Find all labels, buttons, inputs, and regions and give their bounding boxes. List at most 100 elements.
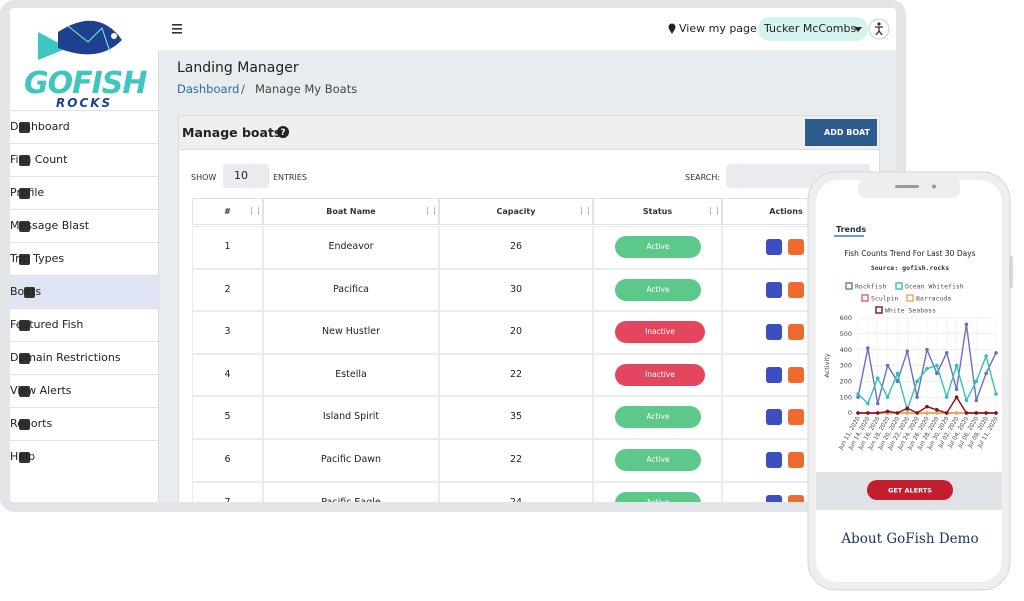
delete-button[interactable] — [788, 324, 804, 341]
series-point — [984, 354, 988, 358]
menu-item[interactable]: Help — [10, 440, 158, 473]
table-text: Island Spirit — [322, 411, 380, 423]
table-text: 7 — [192, 497, 263, 502]
column-header: Actions — [769, 207, 803, 216]
y-tick-label: 600 — [840, 314, 852, 322]
table-cell — [192, 268, 263, 312]
accessibility-icon[interactable] — [868, 18, 890, 40]
edit-button[interactable] — [766, 281, 782, 298]
menu-item[interactable]: Trip Types — [10, 242, 158, 275]
series-point — [856, 411, 860, 415]
menu-item[interactable]: View Alerts — [10, 374, 158, 407]
series-point — [984, 411, 988, 415]
series-point — [925, 411, 929, 415]
series-point — [905, 349, 910, 354]
breadcrumb-current: Manage My Boats — [255, 82, 358, 96]
delete-button[interactable] — [788, 366, 804, 383]
sort-icon — [427, 207, 435, 215]
user-menu[interactable]: Tucker McCombs — [758, 17, 868, 41]
edit-button[interactable] — [766, 324, 782, 341]
page-size-select[interactable]: 10 — [223, 164, 269, 188]
status-badge: Active — [615, 278, 701, 301]
menu-icon — [19, 452, 30, 463]
delete-button[interactable] — [788, 281, 804, 298]
table-cell — [263, 439, 439, 482]
chart-subtitle: Source: gofish.rocks — [871, 264, 949, 272]
delete-button[interactable] — [788, 494, 804, 502]
table-text: Pacific Dawn — [320, 454, 382, 465]
table-text: 24 — [439, 497, 593, 502]
series-point — [915, 411, 919, 415]
speaker — [895, 185, 919, 188]
screen-layer: GOFISH ROCKS View my page Tucker McCombs… — [10, 8, 896, 502]
table-cell — [439, 481, 593, 502]
series-point — [915, 395, 919, 399]
menu-label: Dashboard — [10, 120, 70, 133]
series-point — [954, 395, 959, 399]
series-point — [885, 409, 890, 414]
series-point — [954, 387, 959, 392]
menu-item[interactable]: Message Blast — [10, 209, 158, 242]
legend-swatch — [845, 282, 853, 290]
delete-button[interactable] — [788, 409, 804, 426]
edit-button[interactable] — [766, 452, 782, 468]
pin-icon — [668, 23, 676, 34]
edit-button[interactable] — [766, 239, 782, 255]
table-text: 1 — [224, 241, 231, 252]
help-icon[interactable]: ? — [277, 126, 289, 138]
add-boat-button[interactable]: ADD BOAT — [805, 119, 877, 146]
legend-swatch — [861, 294, 869, 302]
series-point — [935, 408, 939, 412]
hamburger-icon[interactable] — [172, 24, 184, 34]
delete-button[interactable] — [788, 239, 804, 255]
table-cell — [439, 353, 593, 397]
table-text: Endeavor — [328, 241, 374, 252]
menu-label: Help — [10, 450, 36, 463]
menu-icon — [19, 419, 30, 430]
table-text: 22 — [509, 454, 523, 465]
edit-button[interactable] — [766, 494, 782, 502]
menu-item[interactable]: Domain Restrictions — [10, 341, 158, 374]
menu-item[interactable]: Dashboard — [10, 110, 158, 143]
series-point — [944, 395, 949, 399]
view-my-page[interactable]: View my page — [679, 22, 757, 35]
table-text: 20 — [509, 326, 523, 338]
menu-label: Fish Count — [10, 153, 68, 166]
series-point — [994, 351, 998, 355]
trends-tab[interactable]: Trends — [836, 225, 866, 234]
y-tick-label: 200 — [840, 378, 852, 386]
status-badge: Inactive — [615, 363, 705, 386]
sort-icon — [581, 207, 589, 215]
menu-item[interactable]: Reports — [10, 407, 158, 440]
show-label: SHOW — [191, 173, 217, 182]
series-point — [925, 347, 929, 352]
menu-label: Reports — [10, 417, 53, 430]
table-cell — [439, 311, 593, 354]
edit-button[interactable] — [766, 366, 782, 383]
table-cell — [263, 353, 439, 397]
status-badge: Active — [615, 449, 701, 471]
menu-item[interactable]: Fish Count — [10, 143, 158, 176]
table-text: 35 — [509, 411, 523, 423]
menu-label: Message Blast — [10, 219, 90, 232]
breadcrumb-link[interactable]: Dashboard — [177, 82, 240, 96]
menu-item[interactable]: Boats — [10, 275, 158, 308]
column-header: Status — [642, 207, 673, 216]
table-text: 22 — [509, 368, 523, 380]
delete-button[interactable] — [788, 452, 804, 468]
legend-swatch — [895, 282, 903, 290]
table-cell — [439, 439, 593, 482]
menu-label: View Alerts — [10, 384, 72, 397]
y-tick-label: 0 — [848, 409, 852, 417]
search-label: SEARCH: — [685, 173, 721, 182]
menu-item[interactable]: Profile — [10, 176, 158, 209]
series-point — [994, 392, 998, 396]
table-text: 3 — [224, 326, 231, 338]
table-text: 5 — [224, 411, 231, 423]
menu-item[interactable]: Featured Fish — [10, 308, 158, 341]
get-alerts-button[interactable] — [867, 480, 953, 500]
table-text: 2 — [224, 283, 231, 295]
sort-icon — [251, 207, 259, 215]
edit-button[interactable] — [766, 409, 782, 426]
